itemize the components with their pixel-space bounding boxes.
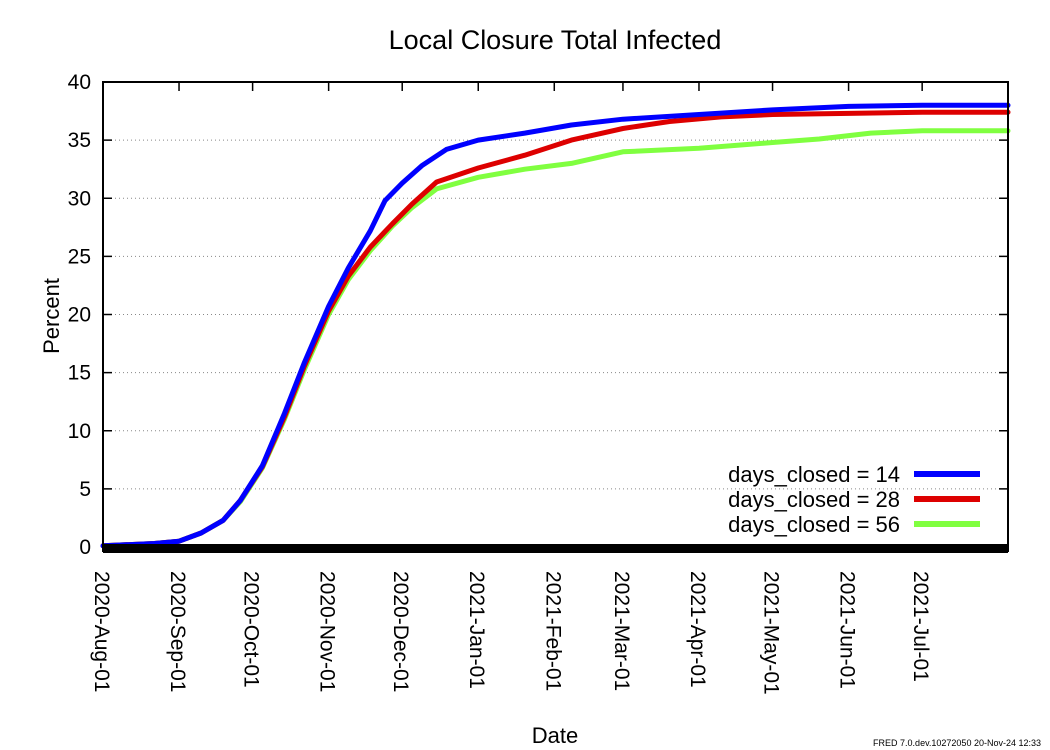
x-tick-label-10: 2021-Jun-01 xyxy=(836,571,859,689)
y-tick-label-20: 20 xyxy=(68,304,91,327)
y-tick-label-40: 40 xyxy=(68,71,91,94)
x-axis-baseline-band xyxy=(103,544,1008,553)
y-tick-label-10: 10 xyxy=(68,420,91,443)
legend-label-3: days_closed = 56 xyxy=(728,512,900,537)
x-tick-label-11: 2021-Jul-01 xyxy=(909,571,932,682)
y-tick-label-35: 35 xyxy=(68,129,91,152)
x-tick-label-8: 2021-Apr-01 xyxy=(686,571,709,688)
footer-version-stamp: FRED 7.0.dev.10272050 20-Nov-24 12:33 xyxy=(873,738,1041,748)
x-tick-label-5: 2021-Jan-01 xyxy=(465,571,488,689)
x-tick-label-3: 2020-Nov-01 xyxy=(316,571,339,692)
grid-lines xyxy=(103,139,1008,490)
legend-label-1: days_closed = 14 xyxy=(728,462,900,487)
x-tick-label-7: 2021-Mar-01 xyxy=(610,571,633,691)
y-tick-label-25: 25 xyxy=(68,245,91,268)
x-tick-label-2: 2020-Oct-01 xyxy=(240,571,263,688)
y-axis-ticks: 0 5 10 15 20 25 30 35 40 xyxy=(68,71,1008,559)
x-tick-label-4: 2020-Dec-01 xyxy=(389,571,412,692)
y-tick-label-5: 5 xyxy=(79,478,91,501)
chart-title: Local Closure Total Infected xyxy=(389,25,722,55)
x-tick-label-6: 2021-Feb-01 xyxy=(541,571,564,691)
legend-label-2: days_closed = 28 xyxy=(728,487,900,512)
y-tick-label-0: 0 xyxy=(79,536,91,559)
series-lines xyxy=(100,102,1011,549)
y-tick-label-30: 30 xyxy=(68,187,91,210)
x-tick-label-1: 2020-Sep-01 xyxy=(166,571,189,692)
series-line-1 xyxy=(100,102,1011,549)
x-axis-label: Date xyxy=(532,723,578,748)
x-axis-ticks: 2020-Aug-01 2020-Sep-01 2020-Oct-01 2020-No… xyxy=(90,82,932,695)
x-tick-label-9: 2021-May-01 xyxy=(760,571,783,695)
y-tick-label-15: 15 xyxy=(68,362,91,385)
y-axis-label: Percent xyxy=(39,278,64,354)
x-tick-label-0: 2020-Aug-01 xyxy=(90,571,113,692)
